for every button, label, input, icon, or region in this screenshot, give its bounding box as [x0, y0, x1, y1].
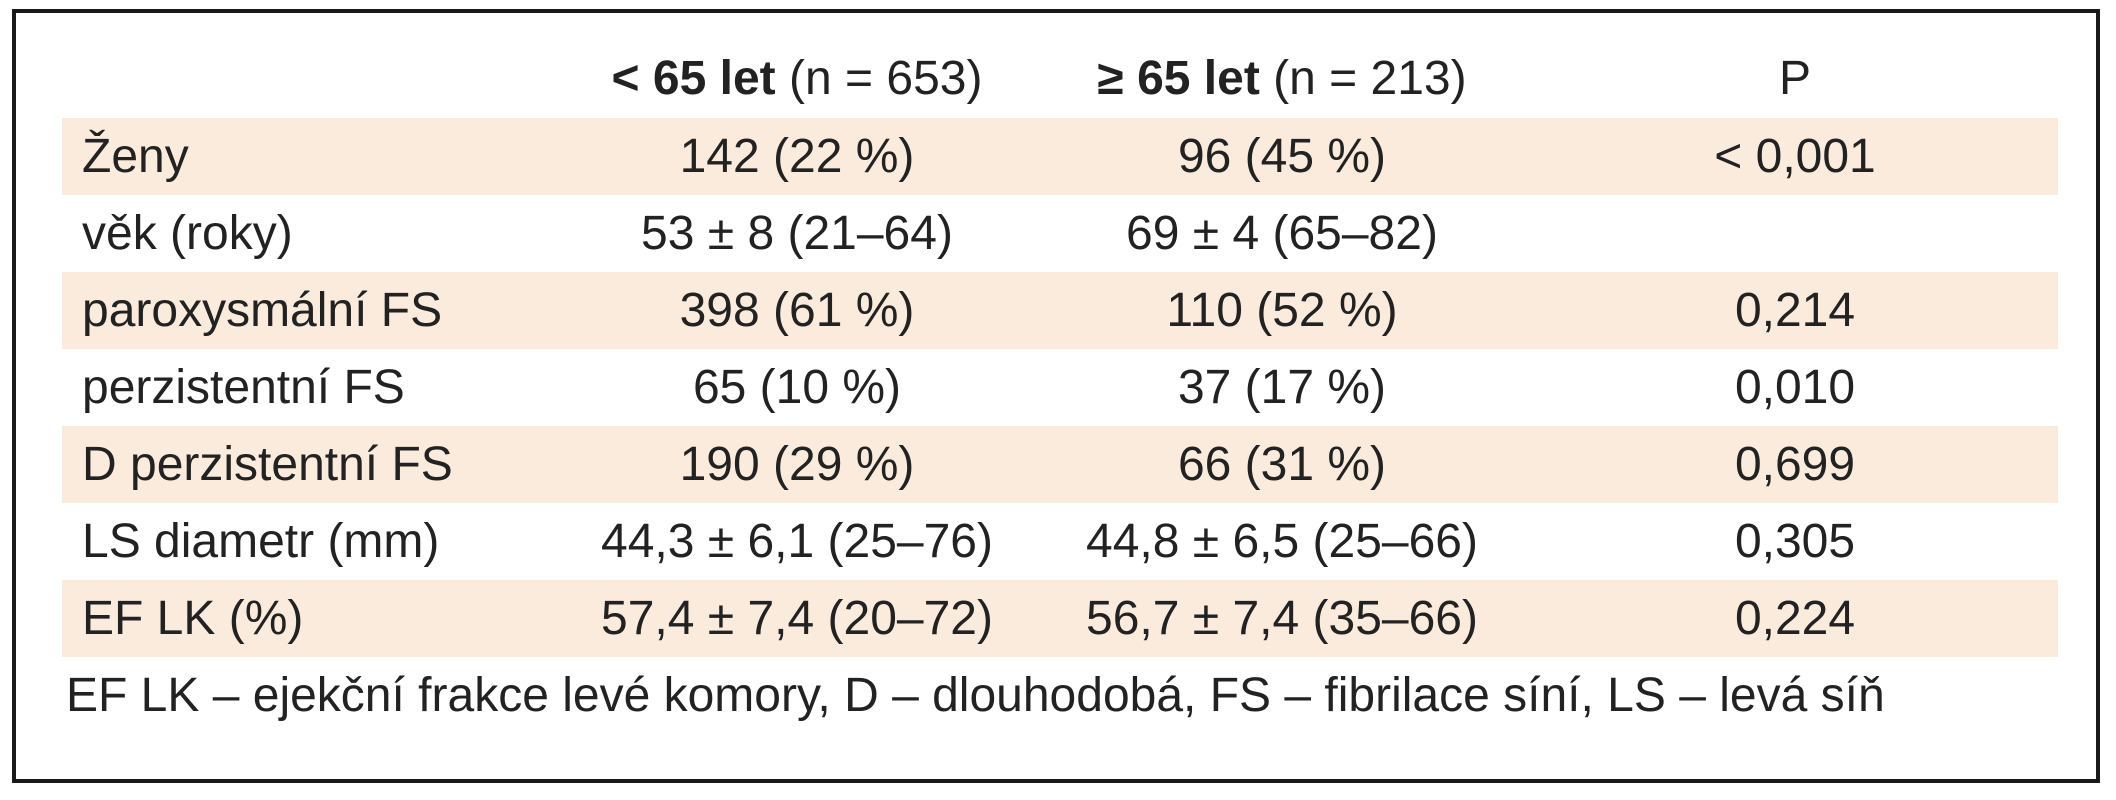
table-row: perzistentní FS 65 (10 %) 37 (17 %) 0,01…: [62, 349, 2058, 426]
table-frame: [12, 9, 2100, 783]
row-under-65-value: 57,4 ± 7,4 (20–72): [601, 591, 993, 645]
row-p-value: 0,305: [1734, 514, 1856, 568]
row-65-plus-value: 66 (31 %): [1177, 437, 1387, 491]
header-65-plus: ≥ 65 let (n = 213): [1032, 55, 1532, 103]
row-65-plus-value: 110 (52 %): [1166, 283, 1398, 337]
row-under-65-value: 65 (10 %): [692, 360, 902, 414]
table-row: LS diametr (mm) 44,3 ± 6,1 (25–76) 44,8 …: [62, 503, 2058, 580]
row-65-plus-value: 69 ± 4 (65–82): [1126, 206, 1438, 260]
header-65-plus-label: ≥ 65 let: [1097, 52, 1260, 105]
table-header-row: < 65 let (n = 653) ≥ 65 let (n = 213) P: [62, 40, 2058, 118]
row-under-65-value: 142 (22 %): [679, 129, 915, 183]
row-65-plus-value: 44,8 ± 6,5 (25–66): [1086, 514, 1478, 568]
table-row: věk (roky) 53 ± 8 (21–64) 69 ± 4 (65–82): [62, 195, 2058, 272]
row-p-value: 0,010: [1734, 360, 1856, 414]
row-65-plus-value: 37 (17 %): [1177, 360, 1387, 414]
row-label: EF LK (%): [82, 591, 304, 645]
row-label: LS diametr (mm): [82, 514, 440, 568]
header-under-65: < 65 let (n = 653): [562, 55, 1032, 103]
row-label: D perzistentní FS: [82, 437, 453, 491]
row-65-plus-value: 56,7 ± 7,4 (35–66): [1086, 591, 1478, 645]
row-p-value: 0,214: [1734, 283, 1856, 337]
table-row: EF LK (%) 57,4 ± 7,4 (20–72) 56,7 ± 7,4 …: [62, 580, 2058, 657]
table-footnote: EF LK – ejekční frakce levé komory, D – …: [66, 669, 1885, 722]
header-under-65-label: < 65 let: [611, 52, 776, 105]
table-row: Ženy 142 (22 %) 96 (45 %) < 0,001: [62, 118, 2058, 195]
row-65-plus-value: 96 (45 %): [1177, 129, 1387, 183]
row-label: věk (roky): [82, 206, 293, 260]
row-under-65-value: 44,3 ± 6,1 (25–76): [601, 514, 993, 568]
row-under-65-value: 190 (29 %): [679, 437, 915, 491]
data-table: < 65 let (n = 653) ≥ 65 let (n = 213) P …: [62, 40, 2058, 657]
row-label: Ženy: [82, 129, 189, 183]
row-under-65-value: 398 (61 %): [679, 283, 915, 337]
row-label: perzistentní FS: [82, 360, 405, 414]
header-p-value: P: [1778, 52, 1811, 105]
row-label: paroxysmální FS: [82, 283, 443, 337]
row-p-value: 0,699: [1734, 437, 1856, 491]
table-row: D perzistentní FS 190 (29 %) 66 (31 %) 0…: [62, 426, 2058, 503]
row-under-65-value: 53 ± 8 (21–64): [641, 206, 953, 260]
row-p-value: < 0,001: [1714, 129, 1876, 183]
row-p-value: 0,224: [1734, 591, 1856, 645]
table-row: paroxysmální FS 398 (61 %) 110 (52 %) 0,…: [62, 272, 2058, 349]
header-65-plus-count: (n = 213): [1259, 52, 1467, 105]
header-under-65-count: (n = 653): [775, 52, 983, 105]
